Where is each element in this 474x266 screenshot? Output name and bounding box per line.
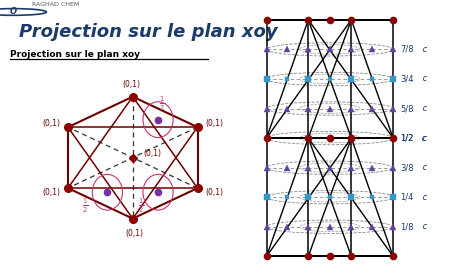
Text: (0,1): (0,1) — [205, 188, 223, 197]
Text: (0,1): (0,1) — [42, 119, 60, 128]
Text: 1/8: 1/8 — [400, 222, 414, 231]
Text: 1/4: 1/4 — [400, 193, 413, 202]
Text: (0,1): (0,1) — [125, 228, 143, 238]
Text: $\frac{1}{2}$: $\frac{1}{2}$ — [82, 197, 89, 215]
Text: c: c — [420, 104, 428, 113]
Text: (0,1): (0,1) — [205, 119, 223, 128]
Text: c: c — [420, 163, 428, 172]
Text: c: c — [420, 222, 428, 231]
Text: (0,1): (0,1) — [122, 80, 140, 89]
Text: Projection sur le plan xoy: Projection sur le plan xoy — [19, 23, 278, 41]
Text: 5/8: 5/8 — [400, 104, 414, 113]
Text: 3/4: 3/4 — [400, 74, 414, 84]
Text: c: c — [419, 134, 427, 143]
Text: c: c — [420, 74, 428, 84]
Text: (0,1): (0,1) — [144, 149, 162, 158]
Text: c: c — [420, 193, 428, 202]
Text: O: O — [9, 7, 17, 16]
Text: c: c — [420, 45, 428, 54]
Text: 3/8: 3/8 — [400, 163, 414, 172]
Text: $\frac{1}{2}$: $\frac{1}{2}$ — [158, 95, 165, 113]
Text: 1/2: 1/2 — [400, 134, 413, 143]
Text: (0,1): (0,1) — [42, 188, 60, 197]
Text: 1/2: 1/2 — [400, 134, 413, 143]
Text: 7/8: 7/8 — [400, 45, 414, 54]
Text: $\frac{1}{2}$: $\frac{1}{2}$ — [138, 197, 145, 215]
Text: RAGHAD CHEM: RAGHAD CHEM — [32, 2, 80, 7]
Text: c: c — [420, 134, 428, 143]
Text: Projection sur le plan xoy: Projection sur le plan xoy — [9, 50, 140, 59]
